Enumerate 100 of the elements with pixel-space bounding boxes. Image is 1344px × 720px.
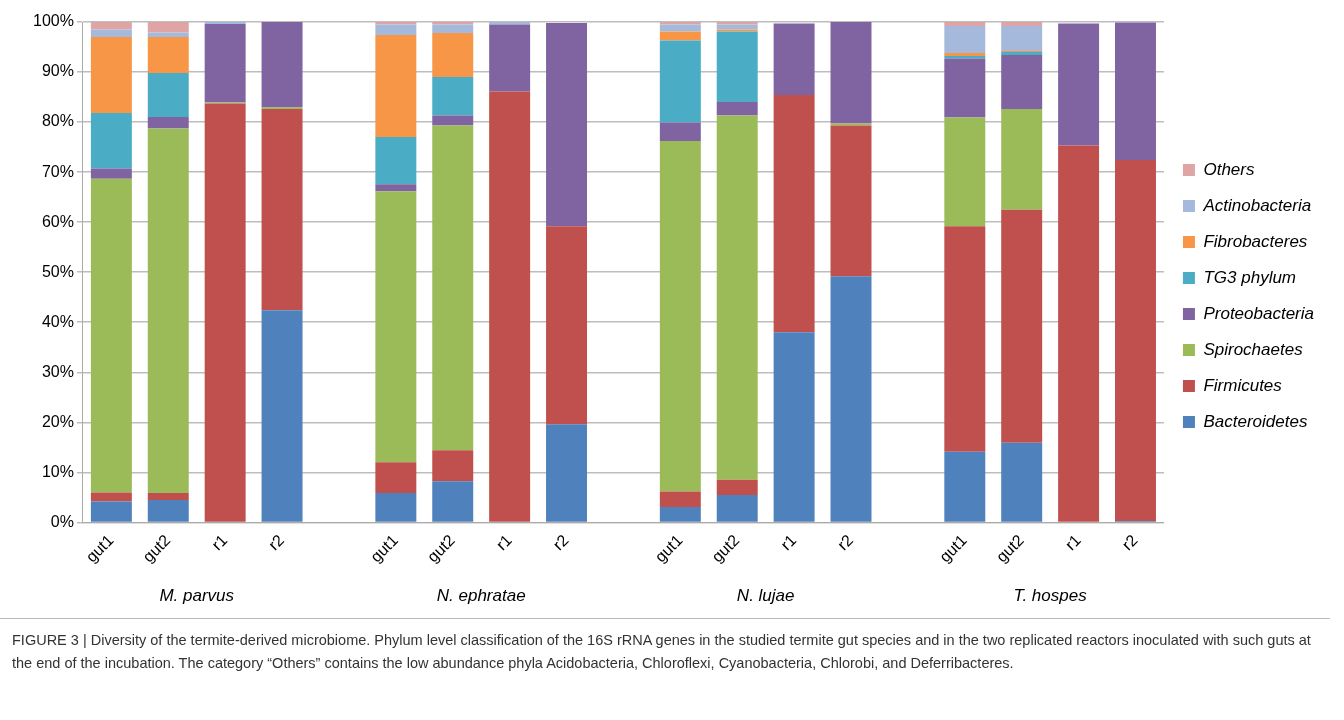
y-tick-label: 80% <box>41 112 74 130</box>
x-tick-label: r2 <box>265 531 288 554</box>
bar <box>944 117 986 227</box>
legend-label: TG3 phylum <box>1203 267 1297 287</box>
text: T. hospes <box>1013 585 1088 605</box>
bar <box>432 450 474 482</box>
bar <box>90 178 132 493</box>
legend-label: Fibrobacteres <box>1203 231 1308 251</box>
bar <box>1001 442 1043 522</box>
bar <box>204 24 246 103</box>
bar <box>147 128 189 493</box>
bar <box>659 122 701 142</box>
bar <box>1058 23 1100 146</box>
bar <box>90 501 132 522</box>
bar <box>375 191 417 463</box>
legend-label: Others <box>1203 159 1255 179</box>
x-tick-label: r1 <box>492 531 515 554</box>
bar <box>716 31 758 103</box>
legend-label: Spirochaetes <box>1203 339 1304 359</box>
bar <box>944 26 986 54</box>
bar <box>90 22 132 30</box>
bar <box>659 31 701 41</box>
bar <box>659 24 701 32</box>
bar <box>147 499 189 522</box>
bar <box>659 491 701 507</box>
bar <box>716 494 758 522</box>
bar <box>659 141 701 492</box>
y-tick-label: 10% <box>41 462 74 480</box>
bar <box>716 24 758 30</box>
bar <box>773 95 815 333</box>
bar <box>90 113 132 169</box>
bar <box>716 479 758 495</box>
bar <box>944 226 986 452</box>
legend-label: Bacteroidetes <box>1203 411 1308 431</box>
bar <box>659 40 701 123</box>
bar <box>90 168 132 179</box>
bar <box>375 137 417 185</box>
legend-label: Firmicutes <box>1203 375 1283 395</box>
bar <box>716 22 758 25</box>
x-tick-label: r1 <box>1061 531 1084 554</box>
bar <box>375 24 417 36</box>
bar <box>90 29 132 38</box>
bar <box>1001 26 1043 52</box>
legend-label: Actinobacteria <box>1202 195 1312 215</box>
bar <box>659 506 701 522</box>
bar <box>432 481 474 522</box>
bar <box>830 276 872 522</box>
bar <box>773 23 815 96</box>
bar <box>546 226 588 425</box>
bar <box>489 91 531 522</box>
bar <box>432 77 474 116</box>
bar <box>1115 22 1156 161</box>
y-tick-label: 90% <box>41 62 74 80</box>
x-tick-label: r2 <box>834 531 857 554</box>
bar <box>375 184 417 192</box>
bar <box>375 462 417 493</box>
bar <box>375 492 417 522</box>
bar <box>830 125 872 277</box>
bar <box>944 451 986 522</box>
bar <box>489 22 531 25</box>
bar <box>716 102 758 116</box>
y-tick-label: 30% <box>41 362 74 380</box>
bar <box>432 115 474 126</box>
bar <box>147 117 189 129</box>
bar <box>90 492 132 502</box>
x-tick-label: r2 <box>1118 531 1141 554</box>
y-tick-label: 50% <box>41 262 74 280</box>
bar <box>830 123 872 126</box>
y-tick-label: 0% <box>50 512 74 530</box>
bar <box>944 58 986 118</box>
bar <box>1001 52 1043 56</box>
bar <box>432 33 474 78</box>
bar <box>944 22 986 26</box>
bar <box>1058 145 1100 522</box>
bar <box>375 35 417 138</box>
bar <box>261 109 303 311</box>
bar <box>773 332 815 522</box>
bar <box>716 29 758 32</box>
bar <box>1115 160 1156 521</box>
bar <box>659 22 701 25</box>
x-tick-label: r1 <box>208 531 231 554</box>
bar <box>1001 209 1043 443</box>
bar <box>1001 109 1043 210</box>
bar <box>716 115 758 480</box>
bar <box>375 22 417 25</box>
bar <box>147 22 189 33</box>
y-tick-label: 20% <box>41 412 74 430</box>
bar <box>830 22 872 124</box>
bar <box>1001 55 1043 110</box>
bar <box>432 125 474 451</box>
text: M. parvus <box>159 585 235 605</box>
text: N. lujae <box>736 585 795 605</box>
y-tick-label: 70% <box>41 162 74 180</box>
bar <box>1001 22 1043 26</box>
bar <box>546 424 588 522</box>
bar <box>204 103 246 522</box>
text: N. ephratae <box>436 585 526 605</box>
y-tick-label: 100% <box>33 12 74 30</box>
bar <box>546 23 588 227</box>
bar <box>147 492 189 500</box>
